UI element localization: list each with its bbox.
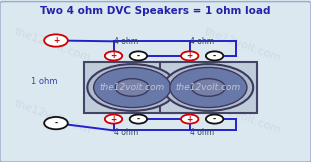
Circle shape (192, 79, 225, 96)
Circle shape (105, 115, 122, 124)
Circle shape (130, 115, 147, 124)
Text: +: + (187, 51, 193, 60)
Circle shape (181, 115, 198, 124)
Text: +: + (187, 115, 193, 124)
Text: the12volt.com: the12volt.com (203, 98, 282, 135)
Text: 4 ohm: 4 ohm (114, 128, 138, 138)
Circle shape (206, 51, 223, 60)
Circle shape (170, 67, 247, 108)
Circle shape (87, 64, 177, 111)
Circle shape (206, 115, 223, 124)
Text: 1 ohm: 1 ohm (31, 76, 58, 86)
Text: the12volt.com: the12volt.com (100, 83, 165, 92)
Bar (160, 62, 257, 113)
Circle shape (105, 51, 122, 60)
Circle shape (130, 51, 147, 60)
Circle shape (164, 64, 253, 111)
Text: the12volt.com: the12volt.com (203, 27, 282, 64)
Circle shape (94, 67, 171, 108)
Text: Two 4 ohm DVC Speakers = 1 ohm load: Two 4 ohm DVC Speakers = 1 ohm load (40, 6, 271, 16)
Text: 4 ohm: 4 ohm (114, 37, 138, 46)
Text: +: + (110, 51, 117, 60)
Text: -: - (213, 115, 216, 124)
Text: the12volt.com: the12volt.com (13, 27, 92, 64)
Bar (84, 62, 180, 113)
Circle shape (44, 34, 68, 47)
Text: the12volt.com: the12volt.com (176, 83, 241, 92)
Circle shape (115, 79, 149, 96)
Text: +: + (53, 36, 59, 45)
Text: 4 ohm: 4 ohm (190, 128, 214, 138)
Text: -: - (213, 51, 216, 60)
Text: +: + (110, 115, 117, 124)
Circle shape (181, 51, 198, 60)
Text: 4 ohm: 4 ohm (190, 37, 214, 46)
Text: -: - (137, 115, 140, 124)
Text: -: - (54, 119, 58, 128)
Text: the12volt.com: the12volt.com (13, 98, 92, 135)
Circle shape (44, 117, 68, 129)
Text: -: - (137, 51, 140, 60)
